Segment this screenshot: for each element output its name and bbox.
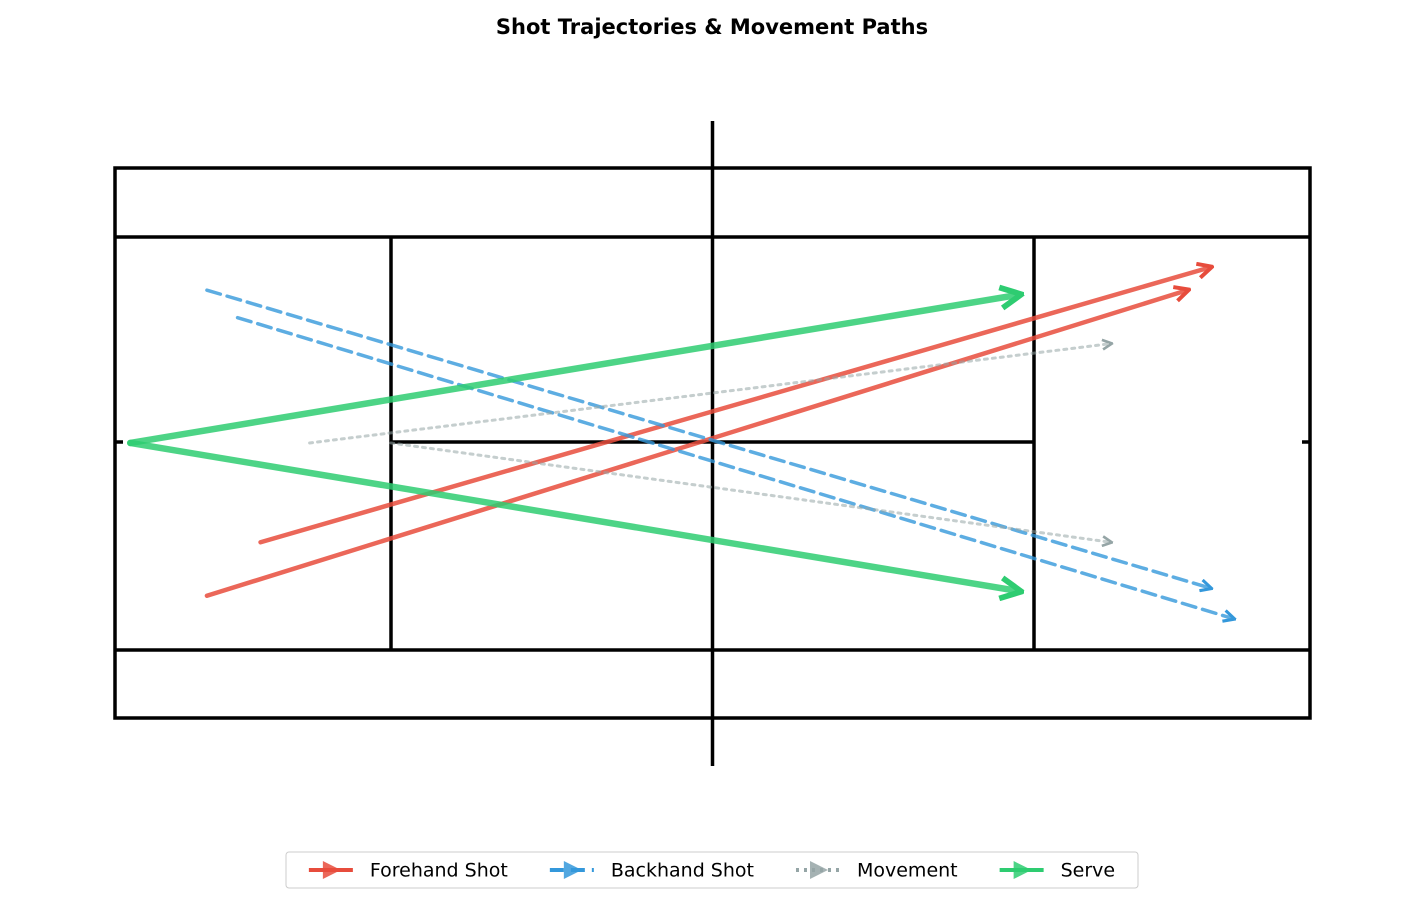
legend-item: Serve: [999, 860, 1116, 882]
legend-item: Backhand Shot: [549, 860, 754, 882]
legend-label: Forehand Shot: [370, 860, 508, 882]
arrow: [204, 290, 1188, 599]
arrow: [235, 315, 1234, 619]
arrow: [258, 267, 1211, 545]
legend-marker: [1013, 861, 1032, 879]
legend-label: Backhand Shot: [611, 860, 754, 882]
legend-items: Forehand Shot Backhand Shot Movement Serve: [308, 860, 1116, 882]
arrow: [127, 439, 1019, 591]
legend-marker: [809, 861, 828, 879]
legend-marker: [563, 861, 582, 879]
arrow: [308, 344, 1111, 445]
legend-marker: [322, 861, 341, 879]
legend-label: Movement: [857, 860, 958, 882]
legend-item: Forehand Shot: [308, 860, 508, 882]
arrows: [127, 267, 1234, 619]
arrow: [205, 288, 1210, 588]
arrow: [389, 441, 1111, 542]
legend-item: Movement: [795, 860, 958, 882]
arrow: [127, 295, 1019, 447]
legend-label: Serve: [1061, 860, 1116, 882]
legend: [285, 851, 1139, 889]
chart-title: Shot Trajectories & Movement Paths: [496, 15, 928, 39]
court: [113, 121, 1312, 766]
